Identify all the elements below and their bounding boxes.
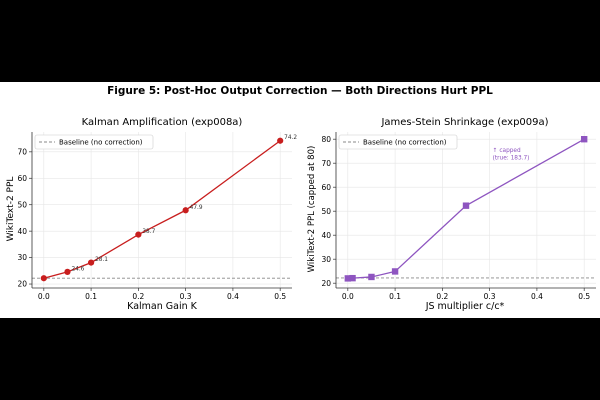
figure: Figure 5: Post-Hoc Output Correction — B… [0,82,600,318]
y-axis-label: WikiText-2 PPL [6,177,16,242]
legend-label: Baseline (no correction) [59,139,143,147]
x-tick-label: 0.5 [274,292,286,301]
x-axis-label: JS multiplier c/c* [425,301,505,312]
y-tick-label: 50 [321,207,331,216]
y-axis-label: WikiText-2 PPL (capped at 80) [307,146,317,273]
x-tick-label: 0.3 [180,292,192,301]
x-axis-label: Kalman Gain K [127,301,198,312]
figure-title: Figure 5: Post-Hoc Output Correction — B… [107,85,493,97]
y-tick-label: 60 [17,174,27,183]
data-point [344,275,352,282]
y-tick-label: 20 [321,279,331,288]
data-point [462,202,470,209]
data-point [135,231,142,238]
x-tick-label: 0.2 [436,292,448,301]
chart-title: Kalman Amplification (exp008a) [82,117,243,128]
legend-label: Baseline (no correction) [363,139,447,147]
figure-canvas: Figure 5: Post-Hoc Output Correction — B… [6,85,596,312]
legend-box [338,134,458,150]
data-label: 47.9 [190,205,203,211]
data-label: 28.1 [95,257,108,263]
x-tick-label: 0.4 [227,292,239,301]
chart-title: James-Stein Shrinkage (exp009a) [380,117,548,128]
x-tick-label: 0.4 [531,292,543,301]
x-tick-label: 0.0 [38,292,50,301]
y-tick-label: 40 [321,231,331,240]
data-point [182,207,189,214]
data-point [349,274,356,282]
y-tick-label: 40 [17,227,27,236]
x-tick-label: 0.2 [132,292,144,301]
series-line [43,140,281,279]
data-label: 74.2 [284,135,297,141]
data-point [391,268,399,275]
x-tick-label: 0.5 [578,292,590,301]
data-point [277,137,284,144]
annotation-line: (true: 183.7) [493,156,530,162]
x-tick-label: 0.3 [484,292,496,301]
y-tick-label: 70 [17,147,27,156]
y-tick-label: 80 [321,135,331,144]
data-point [40,275,47,282]
y-tick-label: 30 [17,253,27,262]
y-tick-label: 60 [321,183,331,192]
y-tick-label: 70 [321,159,331,168]
data-label: 38.7 [142,229,155,235]
x-tick-label: 0.1 [389,292,401,301]
y-tick-label: 20 [17,280,27,289]
legend: Baseline (no correction) [338,134,458,150]
data-label: 24.6 [71,266,84,272]
chart-james-stein: James-Stein Shrinkage (exp009a) 0.0 0.1 0.… [307,117,596,312]
legend-box [34,134,154,150]
x-tick-label: 0.1 [85,292,97,301]
data-point [368,273,375,281]
data-point [87,259,95,266]
chart-kalman: Kalman Amplification (exp008a) 24.6 28.1 3… [6,117,297,312]
legend: Baseline (no correction) [34,134,154,150]
annotation-line: ↑ capped [493,147,521,154]
capped-annotation: ↑ capped (true: 183.7) [493,147,530,162]
x-tick-label: 0.0 [342,292,354,301]
data-point [64,268,71,275]
y-tick-label: 30 [321,255,331,264]
y-tick-label: 50 [17,200,27,209]
data-point [580,136,588,143]
